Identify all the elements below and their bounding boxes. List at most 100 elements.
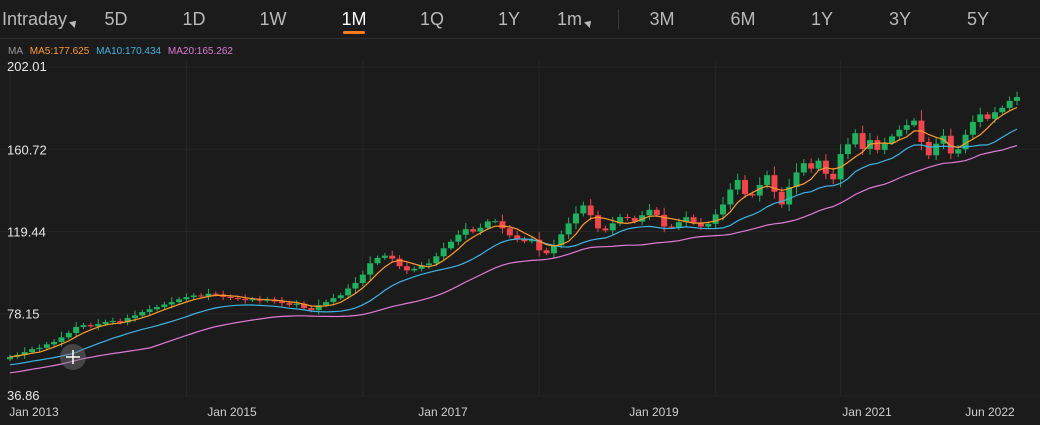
- tab-1m-7[interactable]: 1m: [548, 7, 602, 31]
- candle-body: [359, 274, 366, 283]
- candle-body: [330, 298, 337, 303]
- candle-body: [161, 304, 168, 308]
- candle-body: [639, 215, 646, 222]
- tab-6m-9[interactable]: 6M: [720, 7, 766, 31]
- period-tab-bar: Intraday 5D 1D 1W 1M 1Q 1Y 1m 3M 6M 1Y 3Y 5Y: [0, 0, 1040, 39]
- x-axis-label: Jan 2017: [418, 405, 468, 419]
- tab-1d-2[interactable]: 1D: [174, 7, 214, 31]
- candle-body: [786, 186, 793, 205]
- y-axis-label: 36.86: [7, 388, 40, 403]
- candle-body: [896, 129, 903, 137]
- candle-body: [58, 337, 65, 342]
- candle-body: [859, 133, 866, 149]
- candle-body: [668, 226, 675, 228]
- candle-body: [425, 263, 432, 266]
- active-tab-underline: [343, 31, 365, 34]
- candle-body: [587, 205, 594, 216]
- candle-body: [675, 222, 682, 228]
- x-axis-label: Jan 2019: [629, 405, 679, 419]
- candle-body: [852, 133, 859, 145]
- candle-body: [749, 194, 756, 196]
- candle-body: [756, 184, 763, 196]
- tab-label: 3M: [649, 9, 675, 29]
- candle-body: [572, 213, 579, 224]
- candle-body: [131, 315, 138, 319]
- candle-body: [955, 149, 962, 154]
- candle-body: [521, 238, 528, 242]
- tab-3m-8[interactable]: 3M: [639, 7, 685, 31]
- ma-legend-label: MA: [8, 46, 23, 57]
- candle-body: [139, 312, 146, 316]
- tab-label: Intraday: [1, 9, 68, 29]
- tab-label: 1D: [182, 9, 206, 29]
- candle-body: [484, 221, 491, 228]
- tab-1m-4[interactable]: 1M: [334, 7, 374, 31]
- candle-body: [911, 120, 918, 126]
- candle-body: [315, 305, 322, 311]
- candle-body: [991, 112, 998, 119]
- candle-body: [198, 295, 205, 297]
- tab-1y-6[interactable]: 1Y: [489, 7, 529, 31]
- tab-label: 1W: [259, 9, 287, 29]
- candle-body: [727, 189, 734, 205]
- candle-body: [109, 321, 116, 323]
- tab-1w-3[interactable]: 1W: [253, 7, 293, 31]
- tab-label: 5Y: [966, 9, 990, 29]
- candle-body: [234, 298, 241, 300]
- candle-body: [477, 227, 484, 232]
- y-axis-label: 202.01: [7, 59, 47, 74]
- candle-body: [719, 204, 726, 215]
- candle-body: [844, 144, 851, 155]
- tab-5d-1[interactable]: 5D: [96, 7, 136, 31]
- candle-body: [21, 352, 28, 355]
- candle-body: [87, 325, 94, 327]
- candle-body: [999, 107, 1006, 113]
- candle-body: [646, 209, 653, 216]
- candle-body: [962, 134, 969, 150]
- ma10-line: [9, 128, 1018, 366]
- candle-body: [595, 215, 602, 229]
- candle-body: [528, 239, 535, 242]
- candle-body: [925, 141, 932, 156]
- candle-body: [190, 295, 197, 298]
- tab-5y-12[interactable]: 5Y: [958, 7, 998, 31]
- candle-body: [543, 250, 550, 254]
- ma20-legend-value: MA20:165.262: [167, 46, 233, 57]
- candle-body: [933, 143, 940, 156]
- tab-intraday-0[interactable]: Intraday: [0, 7, 80, 31]
- candle-body: [403, 266, 410, 271]
- candle-body: [830, 173, 837, 180]
- crosshair-cursor-icon[interactable]: [60, 344, 86, 370]
- candle-body: [1014, 97, 1020, 101]
- candle-body: [448, 241, 455, 249]
- candle-body: [771, 175, 778, 192]
- tab-3y-11[interactable]: 3Y: [880, 7, 920, 31]
- candle-body: [889, 136, 896, 144]
- candle-body: [367, 263, 374, 275]
- candle-body: [492, 221, 499, 223]
- candle-body: [51, 341, 58, 345]
- candle-body: [712, 214, 719, 224]
- tab-1q-5[interactable]: 1Q: [412, 7, 452, 31]
- candle-body: [212, 293, 219, 295]
- candle-body: [764, 175, 771, 185]
- candle-body: [7, 356, 13, 360]
- tab-1y-10[interactable]: 1Y: [802, 7, 842, 31]
- y-axis-label: 160.72: [7, 142, 47, 157]
- candle-body: [617, 217, 624, 224]
- candle-body: [455, 234, 462, 242]
- candle-body: [536, 239, 543, 251]
- candle-body: [558, 234, 565, 246]
- candlestick-chart[interactable]: 202.01 160.72 119.44 78.15 36.86 Jan 2013 Jan …: [0, 40, 1040, 425]
- candle-body: [815, 160, 822, 169]
- candle-body: [742, 179, 749, 195]
- candle-body: [565, 223, 572, 235]
- candle-body: [800, 163, 807, 173]
- tab-label: 6M: [730, 9, 756, 29]
- tab-label: 1Q: [419, 9, 444, 29]
- candle-body: [286, 303, 293, 305]
- candle-body: [778, 191, 785, 205]
- candle-body: [29, 349, 36, 353]
- candle-body: [462, 229, 469, 235]
- x-axis-label: Jun 2022: [965, 405, 1015, 419]
